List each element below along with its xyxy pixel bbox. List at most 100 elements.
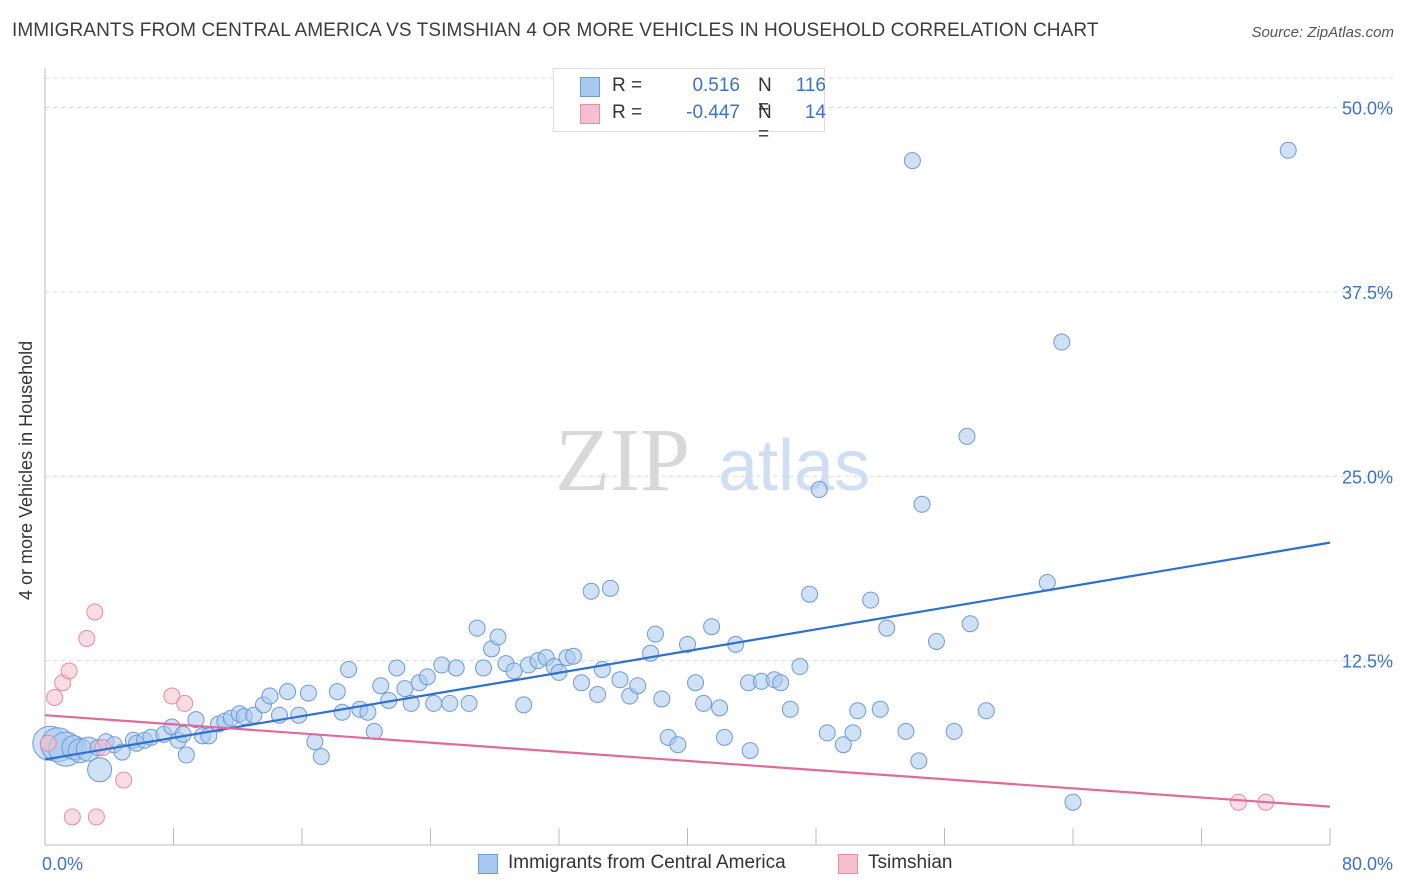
central-america-point [810, 481, 828, 499]
tsimshian-point [115, 771, 133, 789]
central-america-point [489, 628, 507, 646]
central-america-point [1038, 573, 1056, 591]
central-america-point [903, 152, 921, 170]
central-america-point [741, 742, 759, 760]
bottom-legend-label: Immigrants from Central America [508, 852, 786, 873]
central-america-point [589, 686, 607, 704]
bottom-legend-swatch-pink [838, 854, 858, 874]
central-america-point [818, 724, 836, 742]
correlation-legend: R = 0.516 N = 116 R = -0.447 N = 14 [553, 68, 826, 145]
central-america-point [187, 711, 205, 729]
central-america-point [418, 668, 436, 686]
watermark-atlas: atlas [718, 426, 870, 506]
y-tick-label: 12.5% [1342, 652, 1393, 672]
central-america-point [447, 659, 465, 677]
central-america-point [388, 659, 406, 677]
central-america-point [646, 625, 664, 643]
central-america-trend-line [44, 541, 1331, 761]
tsimshian-point [1229, 793, 1247, 811]
legend-n-label: N = [758, 75, 772, 118]
central-america-point [711, 699, 729, 717]
central-america-point [177, 746, 195, 764]
trend-lines [44, 541, 1331, 808]
central-america-point [468, 619, 486, 637]
tsimshian-point [78, 630, 96, 647]
tsimshian-point [86, 603, 104, 621]
central-america-point [365, 722, 383, 740]
x-tick-label: 0.0% [42, 854, 83, 874]
central-america-point [878, 619, 896, 637]
central-america-point [475, 659, 493, 677]
central-america-point [834, 736, 852, 754]
legend-r-value: -0.447 [686, 102, 740, 123]
tsimshian-point [60, 662, 78, 680]
chart-source: Source: ZipAtlas.com [1251, 24, 1394, 41]
central-america-point [977, 702, 995, 720]
central-america-point [564, 647, 582, 665]
central-america-point [679, 635, 696, 653]
y-axis-label: 4 or more Vehicles in Household [16, 340, 36, 600]
central-america-point [849, 702, 867, 720]
y-tick-label: 50.0% [1342, 99, 1393, 119]
central-america-point [910, 752, 928, 770]
grid-lines [45, 77, 1395, 662]
central-america-point [306, 733, 324, 751]
tsimshian-point [46, 689, 64, 706]
central-america-point [791, 658, 809, 676]
central-america-point [611, 671, 629, 689]
central-america-point [669, 736, 687, 754]
central-america-point [961, 615, 979, 633]
legend-r-label: R = [612, 102, 643, 123]
central-america-point [871, 700, 889, 718]
central-america-point [261, 687, 279, 705]
central-america-point [328, 683, 346, 701]
central-america-point [772, 674, 790, 692]
y-tick-label: 37.5% [1342, 283, 1393, 303]
watermark-zip: ZIP [555, 411, 690, 510]
central-america-point [601, 579, 619, 597]
central-america-point [572, 674, 590, 692]
central-america-point [695, 694, 713, 712]
central-america-point [425, 694, 443, 712]
central-america-point [515, 696, 533, 714]
central-america-point [927, 632, 945, 650]
central-america-point [913, 495, 931, 513]
central-america-point [844, 724, 862, 742]
y-tick-label: 25.0% [1342, 467, 1393, 487]
central-america-point [87, 757, 113, 783]
central-america-point [396, 680, 414, 698]
legend-r-label: R = [612, 75, 643, 96]
central-america-point [505, 662, 523, 680]
central-america-point [1064, 793, 1082, 811]
central-america-point [582, 582, 600, 600]
central-america-point [687, 674, 705, 692]
central-america-point [333, 703, 351, 721]
bottom-legend-swatch-blue [478, 854, 498, 874]
central-america-point [629, 677, 647, 695]
legend-swatch-pink [580, 104, 600, 124]
central-america-point [897, 722, 915, 740]
legend-n-value: 14 [804, 102, 826, 123]
central-america-point [703, 618, 721, 636]
central-america-point [862, 591, 880, 609]
central-america-point [653, 690, 671, 708]
central-america-point [460, 694, 478, 712]
axes [44, 68, 1331, 846]
legend-n-label: N = [758, 102, 772, 145]
chart-title: IMMIGRANTS FROM CENTRAL AMERICA VS TSIMS… [12, 20, 1099, 41]
tsimshian-point [163, 687, 181, 705]
central-america-point [441, 694, 459, 712]
bottom-legend-label: Tsimshian [868, 852, 953, 873]
central-america-point [433, 656, 451, 674]
x-tick-label: 80.0% [1342, 854, 1393, 874]
central-america-point [1279, 141, 1297, 159]
central-america-point [781, 700, 799, 718]
tsimshian-point [176, 694, 194, 712]
watermark: ZIP atlas [555, 411, 870, 510]
central-america-point [372, 677, 390, 695]
legend-n-value: 116 [795, 75, 826, 96]
central-america-point [958, 427, 976, 445]
tsimshian-point [87, 808, 105, 826]
legend-swatch-blue [580, 77, 600, 97]
